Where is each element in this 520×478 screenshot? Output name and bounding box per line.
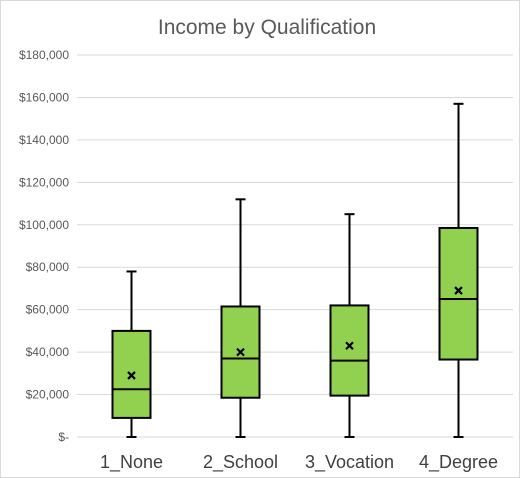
y-tick-label: $160,000 xyxy=(19,90,69,104)
box-2 xyxy=(220,198,261,438)
y-tick-label: $180,000 xyxy=(19,48,69,62)
x-category-label: 3_Vocation xyxy=(305,452,394,473)
box-1 xyxy=(111,270,152,438)
y-tick-label: $80,000 xyxy=(26,260,70,274)
iqr-box xyxy=(329,304,370,397)
mean-marker xyxy=(454,286,463,295)
chart-title: Income by Qualification xyxy=(158,16,376,39)
x-category-label: 4_Degree xyxy=(419,452,498,473)
iqr-box xyxy=(438,226,479,361)
mean-marker xyxy=(345,341,354,351)
x-axis-category-labels: 1_None 2_School 3_Vocation 4_Degree xyxy=(100,452,498,473)
y-tick-label: $20,000 xyxy=(26,388,70,402)
mean-marker xyxy=(127,371,136,380)
box-3 xyxy=(329,213,370,438)
y-tick-label: $60,000 xyxy=(26,303,70,317)
y-tick-label: $140,000 xyxy=(19,133,69,147)
mean-marker xyxy=(236,347,245,357)
y-tick-label: $40,000 xyxy=(26,345,70,359)
boxes xyxy=(111,102,479,438)
y-tick-label: $- xyxy=(58,430,69,444)
box-4 xyxy=(438,102,479,438)
y-axis-tick-labels: $- $20,000 $40,000 $60,000 $80,000 $100,000 $1… xyxy=(19,48,69,444)
x-category-label: 2_School xyxy=(203,452,278,473)
x-category-label: 1_None xyxy=(100,452,163,473)
y-tick-label: $120,000 xyxy=(19,175,69,189)
y-tick-label: $100,000 xyxy=(19,218,69,232)
